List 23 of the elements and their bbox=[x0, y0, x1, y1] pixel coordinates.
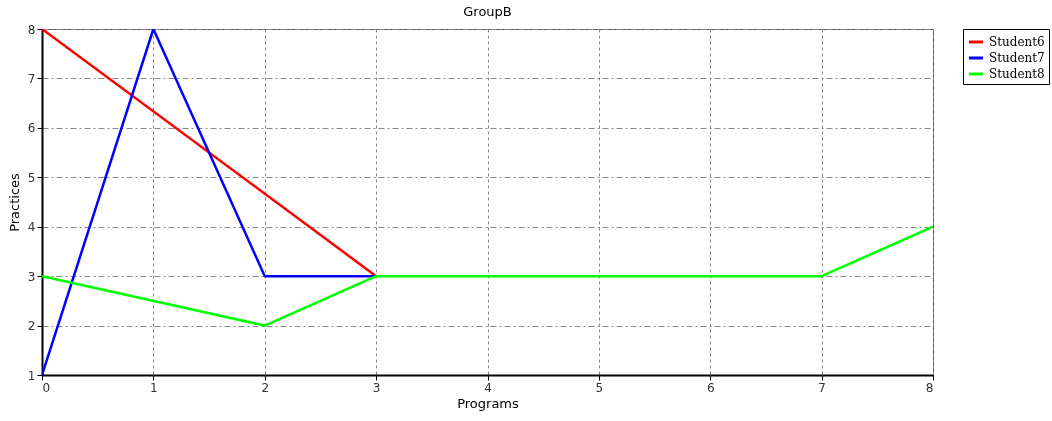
x-tick-label: 0 bbox=[42, 380, 51, 395]
legend-label: Student7 bbox=[989, 51, 1045, 65]
x-tick-label: 6 bbox=[706, 380, 715, 395]
x-tick-label: 8 bbox=[925, 380, 934, 395]
y-tick-label: 2 bbox=[27, 319, 36, 334]
y-tick-label: 6 bbox=[27, 121, 36, 136]
chart-title: GroupB bbox=[463, 4, 512, 19]
x-tick-label: 7 bbox=[818, 380, 826, 395]
x-tick-label: 1 bbox=[150, 380, 158, 395]
y-tick-label: 1 bbox=[27, 368, 36, 383]
y-tick-label: 7 bbox=[27, 71, 36, 86]
y-tick-label: 8 bbox=[27, 22, 36, 37]
x-tick-label: 4 bbox=[484, 380, 492, 395]
x-tick-label: 3 bbox=[372, 380, 381, 395]
x-tick-label: 2 bbox=[261, 380, 270, 395]
x-tick-label: 5 bbox=[595, 380, 604, 395]
legend-label: Student6 bbox=[989, 35, 1045, 49]
y-tick-label: 5 bbox=[27, 170, 36, 185]
x-axis-title: Programs bbox=[457, 395, 520, 411]
legend-label: Student8 bbox=[989, 67, 1045, 81]
y-tick-label: 4 bbox=[27, 220, 36, 235]
y-tick-label: 3 bbox=[27, 269, 36, 284]
y-axis-title: Practices bbox=[6, 172, 22, 232]
